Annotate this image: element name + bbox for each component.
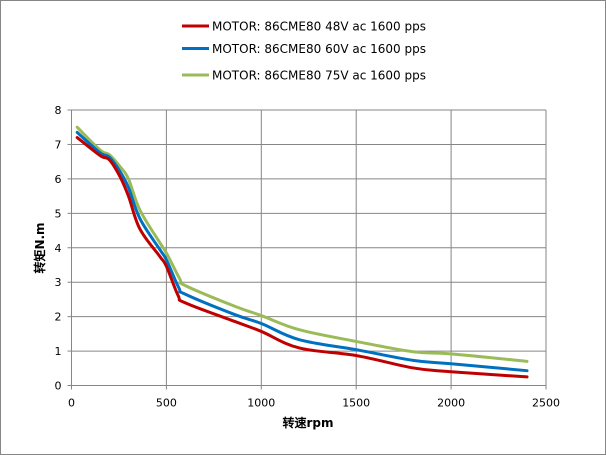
y-tick-label: 5 <box>55 207 62 220</box>
legend-label: MOTOR: 86CME80 48V ac 1600 pps <box>212 20 426 34</box>
axes <box>67 109 547 390</box>
legend-label: MOTOR: 86CME80 60V ac 1600 pps <box>212 42 426 56</box>
x-tick-label: 0 <box>68 397 75 410</box>
series-line-0 <box>75 136 529 379</box>
x-tick-label: 2000 <box>437 397 465 410</box>
y-tick-label: 3 <box>55 276 62 289</box>
x-tick-label: 1500 <box>342 397 370 410</box>
x-tick-label: 500 <box>156 397 177 410</box>
y-tick-label: 1 <box>55 345 62 358</box>
y-tick-label: 8 <box>55 104 62 117</box>
y-tick-label: 4 <box>55 242 62 255</box>
x-tick-label: 1000 <box>247 397 275 410</box>
x-tick-labels: 0 500 1000 1500 2000 2500 <box>68 397 560 410</box>
y-tick-label: 6 <box>55 173 62 186</box>
legend-label: MOTOR: 86CME80 75V ac 1600 pps <box>212 69 426 83</box>
series-line-2 <box>75 125 529 363</box>
series-lines <box>75 125 529 379</box>
legend: MOTOR: 86CME80 48V ac 1600 pps MOTOR: 86C… <box>182 20 426 83</box>
x-tick-label: 2500 <box>532 397 560 410</box>
series-line-1 <box>75 130 529 373</box>
y-tick-labels: 0 1 2 3 4 5 6 7 8 <box>55 104 62 393</box>
x-axis-title: 转速rpm <box>282 415 333 430</box>
gridlines <box>71 109 547 386</box>
y-tick-label: 2 <box>55 311 62 324</box>
y-axis-title: 转矩N.m <box>32 222 47 273</box>
y-tick-label: 0 <box>55 380 62 393</box>
y-tick-label: 7 <box>55 138 62 151</box>
